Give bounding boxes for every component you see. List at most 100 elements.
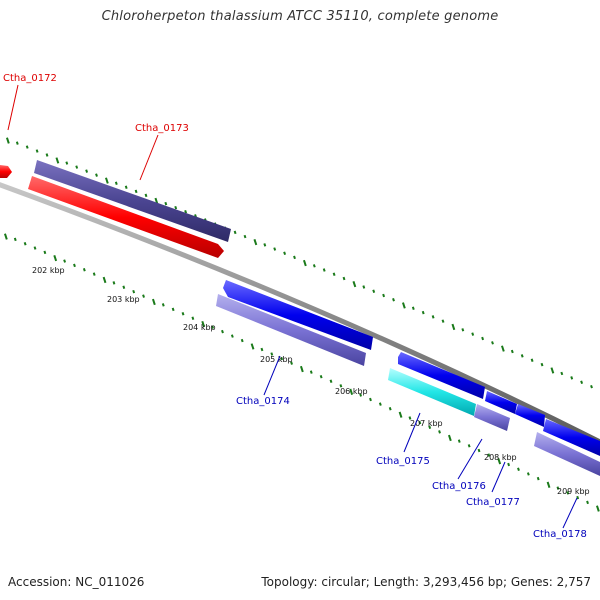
gene-ctha-0177-arrow[interactable]: [485, 391, 517, 414]
outer-row-minor-tick: [510, 349, 514, 354]
inner-row-minor-tick: [309, 370, 313, 374]
gene-label-ctha-0172[interactable]: Ctha_0172: [3, 73, 57, 84]
inner-row-minor-tick: [319, 374, 323, 379]
gene-ctha-0174-arrow[interactable]: [223, 280, 373, 350]
outer-row-minor-tick: [144, 193, 148, 198]
inner-row-major-tick: [398, 411, 403, 418]
kbp-label-205: 205 kbp: [260, 355, 293, 364]
outer-row-minor-tick: [332, 272, 336, 276]
gene-label-ctha-0174[interactable]: Ctha_0174: [236, 396, 290, 407]
inner-row-major-tick: [102, 276, 107, 284]
outer-row-major-tick: [550, 367, 555, 374]
outer-row-major-tick: [451, 323, 456, 331]
inner-row-minor-tick: [181, 312, 185, 316]
outer-row-major-tick: [6, 137, 10, 144]
outer-row-minor-tick: [362, 285, 366, 289]
kbp-label-208: 208 kbp: [484, 453, 517, 462]
inner-row-minor-tick: [428, 425, 432, 429]
outer-row-major-tick: [500, 345, 505, 352]
inner-row-minor-tick: [586, 500, 589, 505]
gene-blue-small-arrow[interactable]: [515, 404, 545, 427]
gene-purple-bar-2[interactable]: [474, 404, 510, 431]
inner-row-major-tick: [448, 434, 452, 442]
inner-row-minor-tick: [526, 472, 530, 476]
leader-line-ctha-0177: [491, 461, 506, 493]
inner-row-minor-tick: [408, 416, 412, 420]
outer-row-minor-tick: [124, 185, 128, 190]
outer-row-minor-tick: [431, 315, 435, 319]
inner-row-major-tick: [250, 343, 255, 350]
outer-row-minor-tick: [322, 268, 326, 272]
outer-row-minor-tick: [164, 201, 168, 206]
inner-row-major-tick: [201, 320, 206, 328]
outer-row-minor-tick: [481, 336, 485, 341]
outer-row-minor-tick: [471, 332, 475, 336]
inner-row-minor-tick: [388, 406, 392, 411]
kbp-label-203: 203 kbp: [107, 295, 140, 304]
inner-row-major-tick: [53, 254, 58, 262]
inner-row-minor-tick: [171, 307, 175, 312]
outer-row-minor-tick: [441, 319, 445, 323]
outer-row-minor-tick: [45, 153, 49, 157]
inner-row-minor-tick: [161, 303, 165, 307]
inner-row-minor-tick: [73, 263, 76, 268]
inner-row-major-tick: [4, 233, 8, 240]
gene-ctha-0175-arrow[interactable]: [388, 368, 476, 416]
inner-row-minor-tick: [378, 402, 382, 406]
inner-row-major-tick: [546, 481, 551, 488]
inner-row-minor-tick: [418, 420, 422, 425]
outer-row-major-tick: [55, 157, 60, 164]
gene-label-ctha-0178[interactable]: Ctha_0178: [533, 529, 587, 540]
inner-row-minor-tick: [191, 316, 195, 320]
accession-text: Accession: NC_011026: [8, 575, 145, 589]
genome-title: Chloroherpeton thalassium ATCC 35110, co…: [101, 9, 499, 24]
gene-purple-bar-1[interactable]: [216, 294, 366, 366]
outer-row-minor-tick: [461, 328, 465, 332]
outer-row-minor-tick: [411, 306, 415, 311]
outer-row-minor-tick: [372, 289, 376, 293]
inner-row-minor-tick: [438, 430, 441, 434]
gene-ctha-0173-arrow[interactable]: [28, 176, 224, 258]
inner-row-minor-tick: [260, 347, 264, 352]
genome-backbone: [0, 182, 600, 445]
gene-label-ctha-0175[interactable]: Ctha_0175: [376, 456, 430, 467]
gene-label-ctha-0177[interactable]: Ctha_0177: [466, 497, 520, 508]
inner-row-minor-tick: [290, 361, 293, 365]
inner-row-minor-tick: [566, 491, 570, 495]
leader-line-ctha-0174: [263, 355, 281, 396]
gene-ctha-0176-arrow[interactable]: [398, 352, 485, 399]
leader-line-ctha-0172: [7, 84, 19, 131]
inner-row-minor-tick: [457, 439, 461, 443]
inner-row-minor-tick: [556, 486, 560, 490]
outer-row-minor-tick: [540, 362, 544, 367]
gene-label-ctha-0176[interactable]: Ctha_0176: [432, 481, 486, 492]
outer-row-minor-tick: [75, 165, 79, 169]
kbp-label-206: 206 kbp: [335, 387, 368, 396]
inner-row-minor-tick: [536, 476, 540, 481]
outer-row-major-tick: [105, 177, 109, 184]
inner-row-minor-tick: [23, 241, 27, 246]
inner-row-minor-tick: [280, 356, 284, 361]
outer-row-minor-tick: [382, 293, 386, 298]
kbp-label-209: 209 kbp: [557, 487, 590, 496]
outer-row-minor-tick: [283, 251, 287, 255]
gene-purple-bar-3[interactable]: [534, 432, 600, 476]
outer-row-minor-tick: [114, 181, 118, 185]
inner-row-minor-tick: [82, 268, 86, 272]
inner-row-major-tick: [349, 388, 354, 395]
inner-row-major-tick: [152, 298, 156, 306]
gene-navy-bar[interactable]: [34, 160, 231, 242]
outer-row-major-tick: [352, 280, 357, 288]
inner-row-major-tick: [596, 505, 600, 512]
leader-line-ctha-0176: [457, 438, 483, 480]
gene-label-ctha-0173[interactable]: Ctha_0173: [135, 123, 189, 134]
inner-row-minor-tick: [359, 393, 363, 397]
inner-row-minor-tick: [122, 285, 126, 290]
gene-ctha-0178-arrow[interactable]: [543, 419, 600, 456]
gene-ctha-0172-arrow[interactable]: [0, 165, 12, 178]
outer-row-minor-tick: [392, 297, 395, 302]
outer-row-minor-tick: [570, 376, 574, 380]
outer-row-minor-tick: [580, 380, 584, 385]
kbp-label-204: 204 kbp: [183, 323, 216, 332]
